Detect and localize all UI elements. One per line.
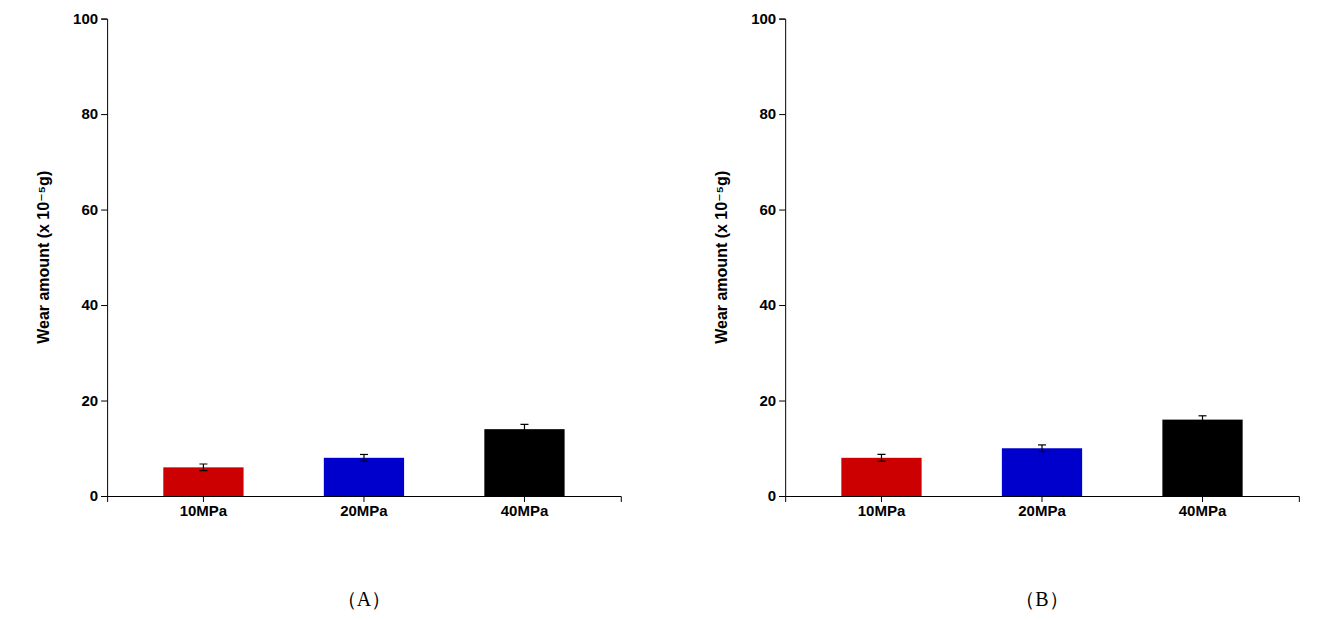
y-tick: 20 [759, 392, 785, 409]
y-tick-mark [779, 19, 785, 20]
error-bar [199, 464, 207, 471]
figure: 0 20 40 60 80 100 10MPa 20MPa 40MPa Wear amount (… [0, 0, 1339, 620]
panel: 0 20 40 60 80 100 10MPa 20MPa 40MPa Wear amount (… [713, 10, 1299, 610]
y-tick: 60 [759, 201, 785, 218]
y-tick-label: 60 [81, 201, 98, 218]
panel-label: （B） [1015, 588, 1068, 610]
x-tick: 10MPa [180, 496, 228, 519]
y-tick-mark [779, 210, 785, 211]
x-tick-label: 10MPa [180, 502, 228, 519]
error-bar-line [1041, 445, 1042, 452]
y-tick: 100 [73, 10, 107, 27]
y-tick-label: 80 [81, 105, 98, 122]
panel: 0 20 40 60 80 100 10MPa 20MPa 40MPa Wear amount (… [35, 10, 621, 610]
error-bar-cap [1038, 444, 1046, 445]
y-tick-mark [101, 496, 107, 497]
y-tick-label: 100 [73, 10, 98, 27]
error-bar-cap [199, 470, 207, 471]
y-tick-label: 80 [759, 105, 776, 122]
y-tick-label: 40 [759, 296, 776, 313]
plot-area [163, 424, 564, 496]
y-tick-mark [101, 114, 107, 115]
y-tick: 80 [759, 105, 785, 122]
y-axis-title: Wear amount (x 10⁻⁵g) [35, 171, 52, 344]
y-tick-label: 0 [90, 487, 98, 504]
error-bar-line [203, 464, 204, 471]
error-bar-cap [1199, 415, 1207, 416]
plot-area [841, 416, 1242, 496]
y-tick-mark [779, 496, 785, 497]
error-bar-line [881, 454, 882, 461]
y-tick: 60 [81, 201, 107, 218]
y-axis: 0 20 40 60 80 100 [73, 10, 108, 504]
error-bar-cap [520, 424, 528, 425]
y-tick-mark [779, 401, 785, 402]
panel-label: （A） [337, 588, 391, 610]
x-tick: 40MPa [1179, 496, 1227, 519]
error-bar-cap [1038, 451, 1046, 452]
error-bar-cap [360, 461, 368, 462]
x-axis: 10MPa 20MPa 40MPa [108, 496, 622, 519]
y-axis-title: Wear amount (x 10⁻⁵g) [713, 171, 730, 344]
y-tick-mark [101, 210, 107, 211]
x-tick-label: 40MPa [1179, 502, 1227, 519]
x-tick: 40MPa [501, 496, 549, 519]
y-axis-line [779, 19, 786, 496]
y-tick-mark [101, 305, 107, 306]
y-tick: 0 [768, 487, 785, 504]
y-tick-mark [779, 305, 785, 306]
bar [324, 458, 404, 496]
error-bar-cap [877, 461, 885, 462]
error-bar-cap [1199, 423, 1207, 424]
y-tick-label: 20 [81, 392, 98, 409]
x-tick: 20MPa [340, 496, 388, 519]
bar [163, 467, 243, 496]
error-bar [877, 454, 885, 461]
error-bar [1038, 445, 1046, 452]
y-tick-label: 60 [759, 201, 776, 218]
error-bar-cap [360, 454, 368, 455]
y-tick-label: 100 [751, 10, 776, 27]
error-bar-line [1202, 416, 1203, 424]
y-tick-mark [101, 19, 107, 20]
y-tick: 20 [81, 392, 107, 409]
bar [1162, 420, 1242, 496]
y-tick: 100 [751, 10, 785, 27]
y-tick: 40 [759, 296, 785, 313]
y-tick: 80 [81, 105, 107, 122]
bar [841, 458, 921, 496]
error-bar [520, 424, 528, 434]
x-tick: 20MPa [1018, 496, 1066, 519]
x-tick-label: 10MPa [858, 502, 906, 519]
x-tick-label: 20MPa [1018, 502, 1066, 519]
y-tick-label: 20 [759, 392, 776, 409]
y-tick: 0 [90, 487, 107, 504]
x-axis: 10MPa 20MPa 40MPa [786, 496, 1300, 519]
x-tick-label: 20MPa [340, 502, 388, 519]
y-tick-mark [779, 114, 785, 115]
y-tick-mark [101, 401, 107, 402]
y-tick-label: 0 [768, 487, 776, 504]
y-tick: 40 [81, 296, 107, 313]
error-bar-cap [520, 433, 528, 434]
bar [1002, 448, 1082, 496]
error-bar-line [363, 454, 364, 461]
y-tick-label: 40 [81, 296, 98, 313]
error-bar [360, 454, 368, 461]
y-axis: 0 20 40 60 80 100 [751, 10, 786, 504]
bar [484, 429, 564, 496]
y-axis-line [101, 19, 108, 496]
error-bar-cap [199, 463, 207, 464]
error-bar [1199, 416, 1207, 424]
error-bar-cap [877, 454, 885, 455]
x-tick: 10MPa [858, 496, 906, 519]
error-bar-line [524, 424, 525, 434]
x-tick-label: 40MPa [501, 502, 549, 519]
